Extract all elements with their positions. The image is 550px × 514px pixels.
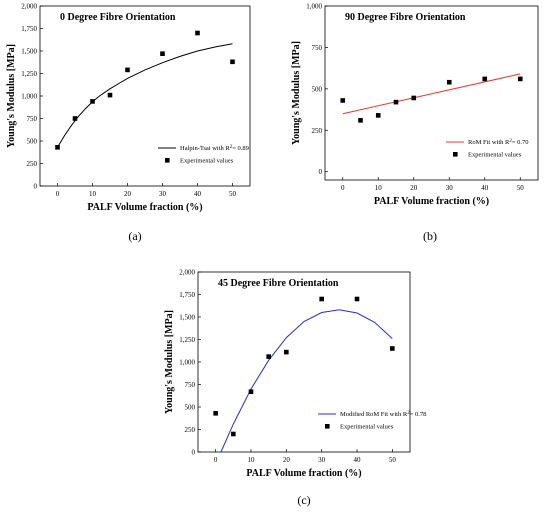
chart-c-legend-fit-label: Modified RoM Fit with R2= 0.78 [340, 411, 426, 419]
chart-b-xlabel: PALF Volume fraction (%) [374, 196, 489, 207]
chart-b-x-tick-label: 40 [481, 184, 489, 192]
chart-c-ylabel: Young's Modulus [MPa] [164, 310, 175, 414]
chart-a-y-tick-label: 500 [27, 138, 38, 146]
chart-a-legend-points-swatch [165, 158, 170, 163]
chart-c-legend-points-label: Experimental values [340, 424, 394, 431]
chart-a-data-point [90, 99, 95, 104]
chart-a-ylabel: Young's Modulus [MPa] [6, 44, 17, 148]
chart-a-data-point [230, 59, 235, 65]
chart-a-y-tick-label: 2,000 [21, 3, 37, 11]
chart-a-x-tick-label: 20 [124, 190, 132, 198]
chart-b-y-tick-label: 750 [312, 44, 323, 52]
chart-c-data-point [248, 389, 254, 394]
chart-a-x-tick-label: 40 [194, 190, 202, 198]
chart-a-xlabel: PALF Volume fraction (%) [87, 202, 202, 213]
chart-c-y-tick-label: 2,000 [179, 269, 195, 277]
chart-b-data-point [340, 98, 346, 103]
chart-a-data-point [55, 145, 60, 150]
chart-c-x-tick-label: 40 [354, 456, 362, 464]
chart-a-y-tick-label: 1,250 [21, 70, 37, 78]
chart-a-y-tick-label: 750 [27, 115, 38, 123]
chart-b-data-point [446, 79, 452, 85]
chart-c-data-point [319, 296, 324, 302]
chart-a-data-point [160, 51, 165, 56]
chart-c-data-point [284, 349, 289, 355]
chart-b-data-point [517, 76, 523, 82]
chart-b-y-tick-label: 500 [312, 85, 323, 93]
chart-c-y-tick-label: 1,500 [179, 314, 195, 322]
chart-c-data-point [354, 296, 360, 302]
chart-a-title: 0 Degree Fibre Orientation [60, 12, 176, 23]
chart-a-x-tick-label: 50 [229, 190, 237, 198]
chart-c-data-point [231, 431, 236, 437]
chart-b-x-tick-label: 20 [410, 184, 418, 192]
chart-c-x-tick-label: 50 [389, 456, 397, 464]
chart-b-legend-points-swatch [453, 152, 458, 157]
chart-b-y-tick-label: 0 [319, 168, 323, 176]
chart-c-xlabel: PALF Volume fraction (%) [246, 468, 361, 479]
chart-b-fit-line [342, 73, 521, 115]
chart-b-x-tick-label: 50 [517, 184, 525, 192]
chart-c-fit-line [220, 309, 393, 453]
chart-c-x-tick-label: 20 [283, 456, 291, 464]
chart-c-y-tick-label: 750 [185, 381, 196, 389]
chart-c-x-tick-label: 10 [248, 456, 256, 464]
chart-c-x-tick-label: 0 [214, 456, 218, 464]
chart-a-legend-points-label: Experimental values [180, 158, 234, 165]
chart-a-legend-fit-label: Halpin-Tsai with R2= 0.89 [180, 145, 249, 153]
chart-c-data-point [266, 354, 271, 359]
chart-c-y-tick-label: 1,250 [179, 336, 195, 344]
chart-b-data-point [358, 118, 363, 123]
chart-a-y-tick-label: 1,500 [21, 48, 37, 56]
chart-c-y-tick-label: 1,750 [179, 291, 195, 299]
chart-a-y-tick-label: 0 [34, 183, 38, 191]
chart-b-caption: (b) [423, 229, 437, 243]
chart-b-data-point [411, 95, 417, 101]
chart-b-frame [324, 5, 539, 181]
chart-b-y-tick-label: 250 [312, 127, 323, 135]
chart-b-x-tick-label: 30 [446, 184, 454, 192]
chart-b-title: 90 Degree Fibre Orientation [345, 12, 466, 23]
chart-a-x-tick-label: 10 [89, 190, 97, 198]
chart-c-legend-points-swatch [325, 424, 330, 429]
chart-a-y-tick-label: 1,000 [21, 93, 37, 101]
chart-a-y-tick-label: 250 [27, 160, 38, 168]
chart-b-legend-points-label: Experimental values [468, 152, 522, 159]
chart-a-fit-line [57, 43, 233, 148]
chart-c-data-point [213, 411, 218, 416]
chart-b-x-tick-label: 0 [341, 184, 345, 192]
chart-b-data-point [482, 76, 488, 82]
chart-c-data-point [390, 346, 395, 351]
chart-a-data-point [107, 92, 113, 98]
chart-a-data-point [195, 30, 200, 36]
chart-b-data-point [393, 99, 399, 105]
chart-c-caption: (c) [297, 493, 310, 507]
chart-c-title: 45 Degree Fibre Orientation [218, 278, 339, 289]
chart-a-x-tick-label: 30 [159, 190, 167, 198]
chart-a-caption: (a) [128, 229, 141, 243]
chart-c-y-tick-label: 500 [185, 404, 196, 412]
chart-b-y-tick-label: 1,000 [306, 3, 322, 11]
chart-b-x-tick-label: 10 [375, 184, 383, 192]
chart-c-y-tick-label: 1,000 [179, 359, 195, 367]
chart-a-data-point [125, 67, 130, 73]
chart-b-ylabel: Young's Modulus [MPa] [291, 41, 302, 145]
chart-b-legend-fit-label: RoM Fit with R2= 0.70 [468, 139, 529, 147]
chart-c-x-tick-label: 30 [318, 456, 326, 464]
chart-c-y-tick-label: 0 [192, 449, 196, 457]
chart-a-data-point [72, 116, 78, 121]
chart-b-data-point [375, 113, 381, 118]
chart-c-y-tick-label: 250 [185, 426, 196, 434]
chart-a-x-tick-label: 0 [56, 190, 60, 198]
chart-a-y-tick-label: 1,750 [21, 25, 37, 33]
